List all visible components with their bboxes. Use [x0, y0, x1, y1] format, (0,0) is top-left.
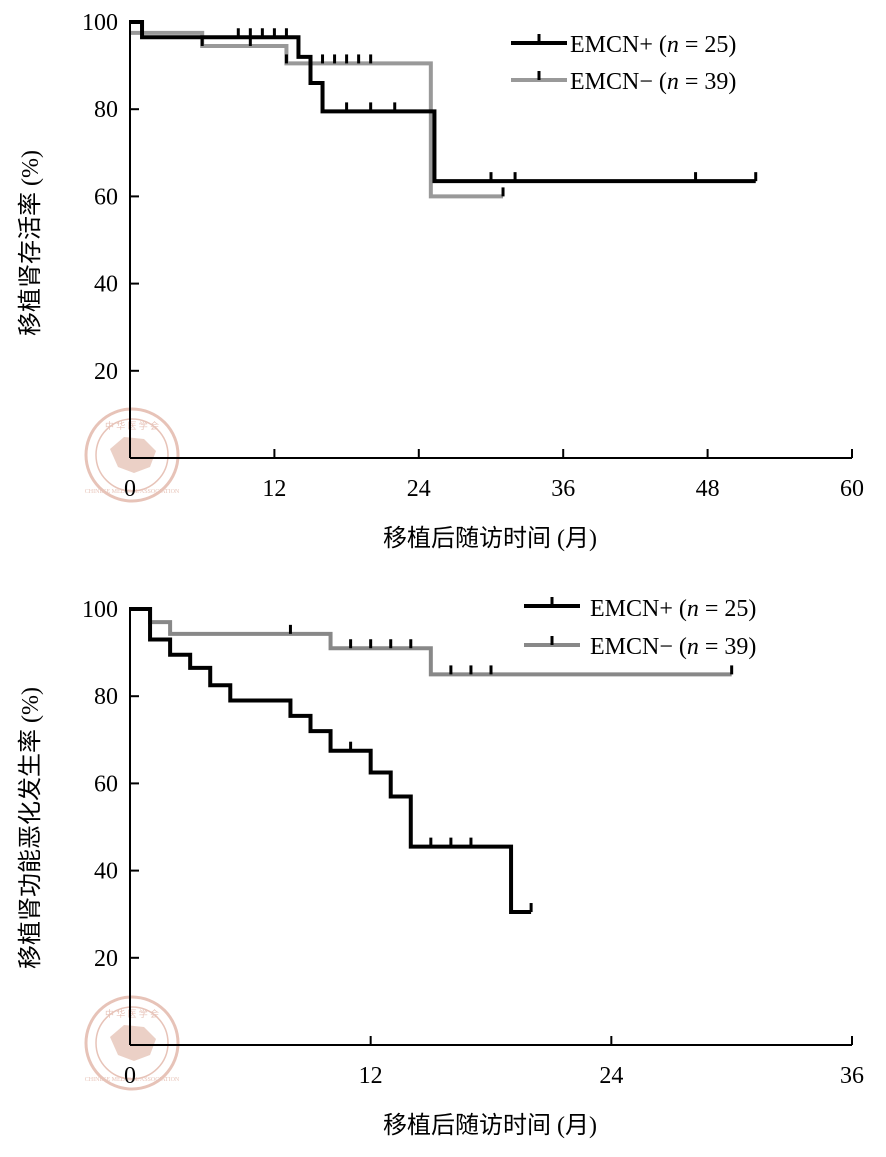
- watermark-caption: CHINESE MEDICAL ASSOCIATION: [85, 1077, 180, 1083]
- watermark-caption: CHINESE MEDICAL ASSOCIATION: [85, 489, 180, 495]
- graft-dysfunction-chart: 中 华 医 学 会 CHINESE MEDICAL ASSOCIATION 0 1…: [17, 596, 864, 1139]
- axes: 0 12 24 36 48 60 20 40 60 80 100: [82, 10, 864, 502]
- legend: EMCN+ (n = 25) EMCN− (n = 39): [524, 596, 756, 660]
- y-axis-label: 移植肾功能恶化发生率 (%): [17, 687, 44, 969]
- legend-item-emcn-negative: EMCN− (n = 39): [524, 634, 756, 660]
- legend-item-emcn-negative: EMCN− (n = 39): [511, 69, 736, 95]
- axes: 0 12 24 36 20 40 60 80 100: [82, 597, 864, 1089]
- legend-label: EMCN− (n = 39): [590, 634, 756, 660]
- legend-label: EMCN+ (n = 25): [570, 32, 736, 58]
- y-tick-label: 40: [94, 272, 118, 298]
- legend-item-emcn-positive: EMCN+ (n = 25): [524, 596, 756, 622]
- y-tick-label: 100: [82, 10, 118, 36]
- x-axis-label: 移植后随访时间 (月): [383, 525, 597, 552]
- legend-label: EMCN+ (n = 25): [590, 596, 756, 622]
- legend-label: EMCN− (n = 39): [570, 69, 736, 95]
- x-tick-label: 0: [124, 1063, 136, 1089]
- y-axis-label: 移植肾存活率 (%): [17, 150, 44, 336]
- y-tick-label: 20: [94, 946, 118, 972]
- series-emcn-negative-line: [130, 30, 504, 199]
- x-tick-label: 60: [840, 476, 864, 502]
- x-tick-label: 12: [262, 476, 286, 502]
- legend-item-emcn-positive: EMCN+ (n = 25): [511, 32, 736, 58]
- y-tick-label: 80: [94, 684, 118, 710]
- plot-area: [130, 607, 734, 915]
- svg-text:中 华 医 学 会: 中 华 医 学 会: [105, 420, 159, 431]
- plot-area: [130, 20, 758, 199]
- x-tick-label: 24: [407, 476, 431, 502]
- x-tick-label: 12: [359, 1063, 383, 1089]
- x-tick-label: 0: [124, 476, 136, 502]
- x-tick-label: 48: [696, 476, 720, 502]
- y-tick-label: 20: [94, 359, 118, 385]
- watermark-seal: 中 华 医 学 会 CHINESE MEDICAL ASSOCIATION: [84, 407, 180, 503]
- series-emcn-positive-line: [130, 20, 756, 184]
- x-tick-label: 36: [840, 1063, 864, 1089]
- watermark-seal: 中 华 医 学 会 CHINESE MEDICAL ASSOCIATION: [84, 995, 180, 1091]
- y-tick-label: 40: [94, 859, 118, 885]
- y-tick-label: 60: [94, 184, 118, 210]
- legend: EMCN+ (n = 25) EMCN− (n = 39): [511, 32, 736, 95]
- svg-text:中 华 医 学 会: 中 华 医 学 会: [105, 1008, 159, 1019]
- y-tick-label: 60: [94, 771, 118, 797]
- x-axis-label: 移植后随访时间 (月): [383, 1112, 597, 1139]
- y-tick-label: 100: [82, 597, 118, 623]
- x-tick-label: 36: [551, 476, 575, 502]
- y-tick-label: 80: [94, 97, 118, 123]
- survival-chart: 中 华 医 学 会 CHINESE MEDICAL ASSOCIATION 0 1…: [17, 10, 864, 552]
- x-tick-label: 24: [599, 1063, 623, 1089]
- series-emcn-positive-line: [130, 607, 532, 915]
